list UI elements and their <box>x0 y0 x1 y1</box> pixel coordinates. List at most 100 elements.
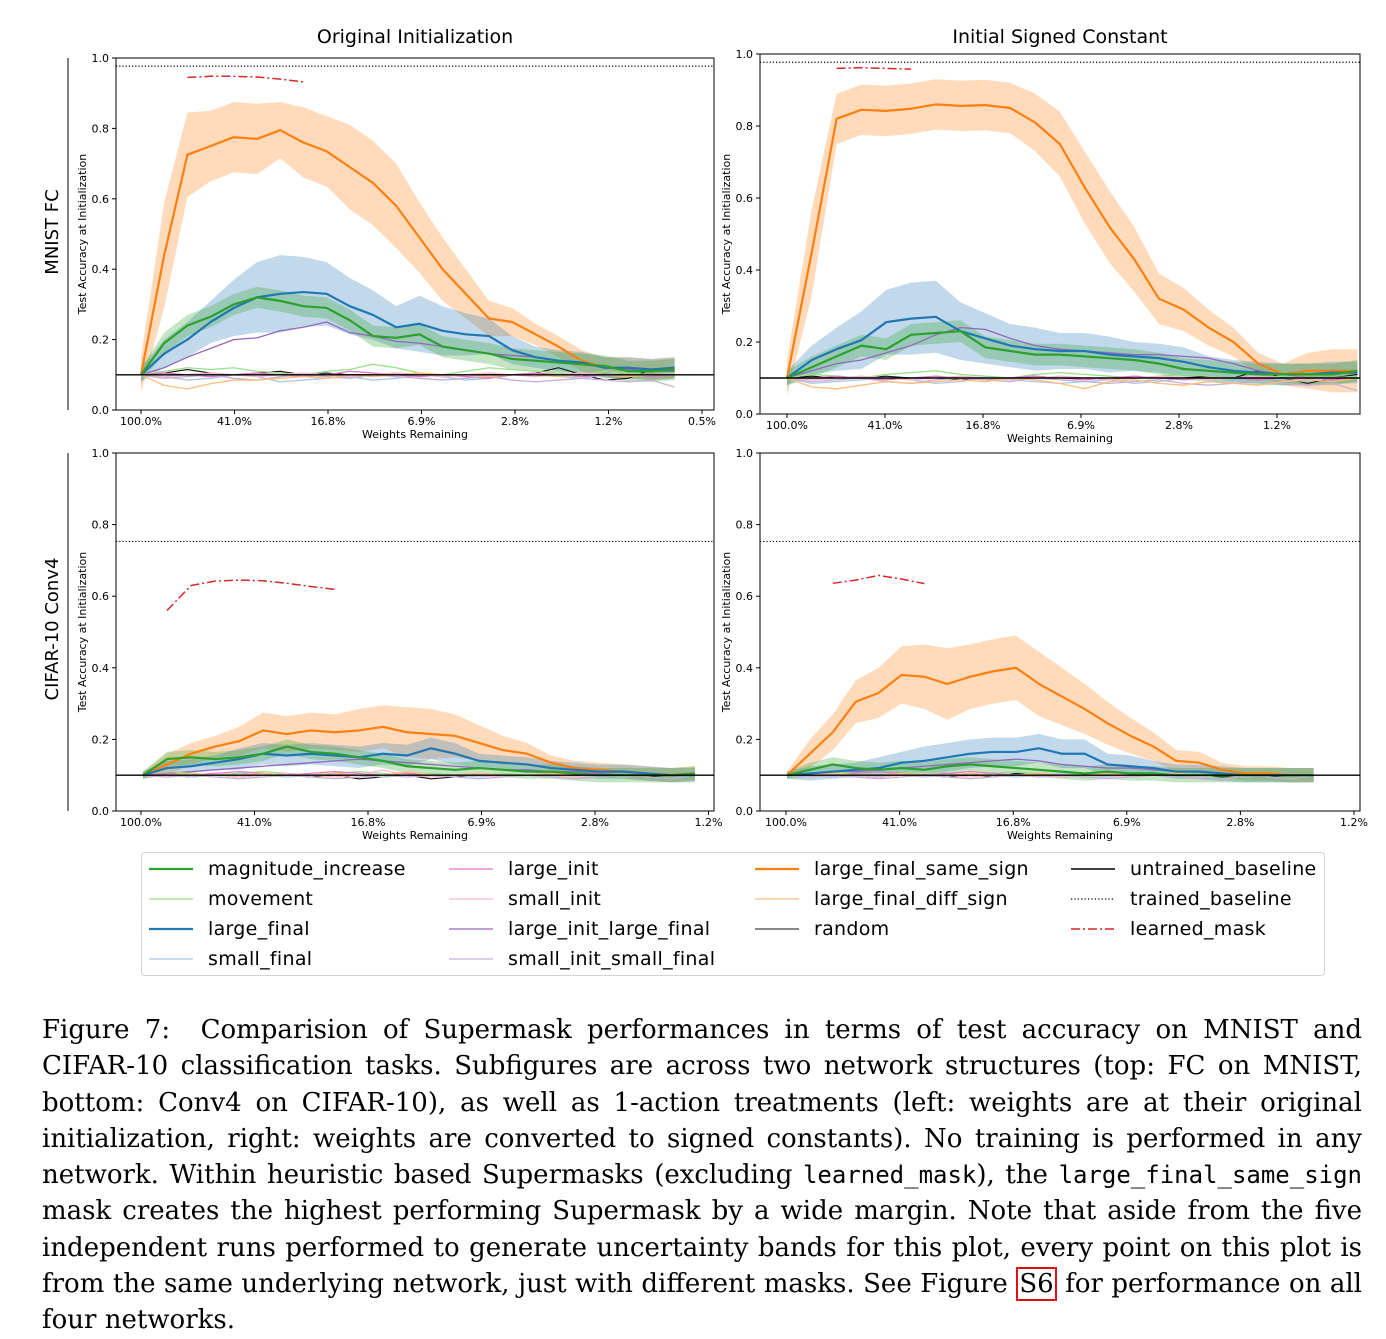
legend: magnitude_increase movement large_final sma… <box>141 852 1325 976</box>
x-tick-label: 41.0% <box>217 415 252 428</box>
y-axis-label: Test Accuracy at Initialization <box>720 154 733 316</box>
y-tick-label: 1.0 <box>92 52 110 65</box>
series-line <box>142 747 695 777</box>
x-tick-label: 100.0% <box>120 816 162 829</box>
x-tick-label: 100.0% <box>765 816 807 829</box>
legend-label: trained_baseline <box>1130 888 1292 910</box>
y-tick-label: 0.8 <box>92 519 110 532</box>
x-tick-label: 2.8% <box>1226 816 1254 829</box>
y-tick-label: 0.4 <box>92 263 110 276</box>
legend-label: large_init <box>508 858 599 880</box>
series-line <box>786 377 1358 392</box>
plot-frame <box>759 452 1361 812</box>
x-tick-label: 6.9% <box>1113 816 1141 829</box>
uncertainty-band <box>787 635 1314 783</box>
legend-entry: magnitude_increase <box>148 856 406 882</box>
series-line <box>836 66 912 70</box>
y-tick-label: 0.8 <box>736 120 754 133</box>
figure-reference-link[interactable]: S6 <box>1016 1267 1057 1302</box>
legend-entry: random <box>754 916 890 942</box>
legend-label: large_init_large_final <box>508 918 711 940</box>
subplot: 0.0 0.2 0.4 0.6 0.8 1.0 100.0% 41.0% 16.8% 6.9% 2.… <box>42 447 722 842</box>
x-tick-label: 1.2% <box>695 816 723 829</box>
series-line <box>140 374 675 388</box>
panel-title: Initial Signed Constant <box>952 26 1167 48</box>
y-tick-label: 0.0 <box>736 408 754 421</box>
x-tick-label: 1.2% <box>1340 816 1368 829</box>
caption-code: learned_mask <box>802 1161 977 1190</box>
series-line <box>787 375 1358 381</box>
legend-swatch <box>449 868 493 870</box>
caption-code: large_final_same_sign <box>1058 1161 1362 1190</box>
subplot: 0.0 0.2 0.4 0.6 0.8 1.0 100.0% 41.0% 16.8% 6.9% 2.… <box>42 26 716 441</box>
series-line <box>142 725 696 777</box>
plot-frame <box>115 57 715 411</box>
x-axis-label: Weights Remaining <box>362 428 468 441</box>
y-tick-label: 0.6 <box>92 193 110 206</box>
uncertainty-band <box>141 255 675 382</box>
series-line <box>786 377 1358 390</box>
y-tick-label: 0.4 <box>736 662 754 675</box>
legend-swatch <box>755 928 799 930</box>
series-line <box>786 666 1314 777</box>
legend-swatch <box>149 958 193 960</box>
series-line <box>140 296 675 376</box>
plot-frame <box>115 452 715 812</box>
uncertainty-band <box>787 79 1358 396</box>
legend-label: small_init <box>508 888 602 910</box>
y-tick-label: 0.6 <box>736 192 754 205</box>
y-tick-label: 0.4 <box>92 662 110 675</box>
series-line <box>786 747 1314 777</box>
x-tick-label: 41.0% <box>868 419 903 432</box>
legend-entry: movement <box>148 886 313 912</box>
series-line <box>140 290 675 376</box>
series-line <box>142 758 695 776</box>
x-tick-label: 100.0% <box>120 415 162 428</box>
legend-label: small_final <box>208 948 313 970</box>
legend-swatch <box>1071 928 1115 930</box>
caption-text: mask creates the highest performing Supe… <box>42 1196 1362 1300</box>
y-tick-label: 0.8 <box>736 519 754 532</box>
y-tick-label: 0.2 <box>92 733 110 746</box>
series-line <box>786 330 1358 380</box>
figure-caption: Figure 7: Comparision of Supermask perfo… <box>42 1012 1362 1339</box>
x-tick-label: 41.0% <box>882 816 917 829</box>
legend-swatch <box>149 927 193 931</box>
panel-title: Original Initialization <box>317 26 513 48</box>
x-tick-label: 6.9% <box>408 415 436 428</box>
series-line <box>786 774 1314 782</box>
series-line <box>785 103 1358 379</box>
x-tick-label: 1.2% <box>1263 419 1291 432</box>
legend-entry: untrained_baseline <box>1070 856 1317 882</box>
legend-entry: small_init_small_final <box>448 946 715 972</box>
legend-swatch <box>449 958 493 960</box>
caption-label: Figure 7: <box>42 1015 171 1045</box>
y-tick-label: 0.6 <box>736 590 754 603</box>
legend-label: magnitude_increase <box>208 858 406 880</box>
legend-swatch <box>149 898 193 900</box>
x-tick-label: 6.9% <box>468 816 496 829</box>
y-tick-label: 0.0 <box>92 404 110 417</box>
x-tick-label: 2.8% <box>581 816 609 829</box>
uncertainty-band <box>141 102 675 393</box>
x-tick-label: 16.8% <box>351 816 386 829</box>
x-tick-label: 41.0% <box>237 816 272 829</box>
y-tick-label: 0.2 <box>92 334 110 347</box>
legend-swatch <box>1071 898 1115 900</box>
series-line <box>139 129 675 376</box>
x-tick-label: 16.8% <box>966 419 1001 432</box>
y-tick-label: 0.8 <box>92 122 110 135</box>
x-tick-label: 2.8% <box>1165 419 1193 432</box>
legend-entry: large_init_large_final <box>448 916 710 942</box>
row-label: MNIST FC <box>42 189 63 274</box>
x-tick-label: 100.0% <box>766 419 808 432</box>
y-tick-label: 0.0 <box>92 805 110 818</box>
series-line <box>832 574 925 585</box>
row-label: CIFAR-10 Conv4 <box>42 558 63 701</box>
x-tick-label: 0.5% <box>688 415 716 428</box>
legend-entry: small_final <box>148 946 312 972</box>
subplot: 0.0 0.2 0.4 0.6 0.8 1.0 100.0% 41.0% 16.8% 6.9% 2.… <box>720 26 1361 445</box>
x-tick-label: 6.9% <box>1067 419 1095 432</box>
legend-swatch <box>149 867 193 871</box>
legend-label: large_final_diff_sign <box>814 888 1008 910</box>
